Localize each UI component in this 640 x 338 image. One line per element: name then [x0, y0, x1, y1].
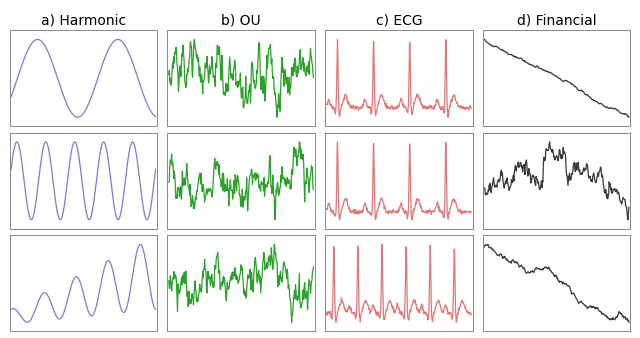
Title: d) Financial: d) Financial: [517, 14, 596, 28]
Title: a) Harmonic: a) Harmonic: [41, 14, 126, 28]
Title: b) OU: b) OU: [221, 14, 261, 28]
Title: c) ECG: c) ECG: [376, 14, 422, 28]
